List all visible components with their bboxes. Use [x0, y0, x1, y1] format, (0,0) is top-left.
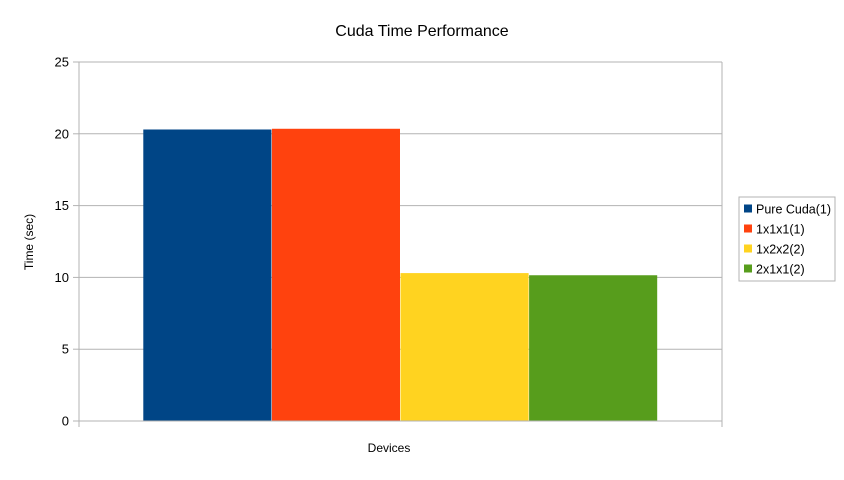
- y-tick-label: 5: [62, 342, 69, 357]
- legend-swatch-1: [744, 204, 752, 213]
- legend: Pure Cuda(1) 1x1x1(1) 1x2x2(2) 2x1x1(2): [738, 196, 836, 282]
- plot-area: 0 5 10 15 20 25: [55, 55, 723, 429]
- legend-swatch-2: [744, 224, 752, 233]
- legend-label-1: Pure Cuda(1): [756, 203, 831, 217]
- y-tick-label: 20: [55, 126, 69, 141]
- y-tick-label: 25: [55, 55, 69, 70]
- legend-label-3: 1x2x2(2): [756, 243, 805, 257]
- bar-2: [271, 128, 400, 422]
- legend-label-2: 1x1x1(1): [756, 223, 805, 237]
- bar-3: [400, 273, 529, 421]
- legend-label-4: 2x1x1(2): [756, 263, 805, 277]
- chart-title: Cuda Time Performance: [335, 23, 509, 40]
- y-tick-label: 0: [62, 414, 69, 429]
- legend-swatch-3: [744, 244, 752, 253]
- bar-4: [529, 275, 658, 421]
- legend-swatch-4: [744, 264, 752, 273]
- legend-box: [738, 196, 836, 282]
- y-tick-label: 15: [55, 198, 69, 213]
- bar-1: [143, 129, 272, 421]
- y-axis-title: Time (sec): [22, 214, 36, 270]
- x-axis-title: Devices: [368, 441, 411, 455]
- y-tick-label: 10: [55, 270, 69, 285]
